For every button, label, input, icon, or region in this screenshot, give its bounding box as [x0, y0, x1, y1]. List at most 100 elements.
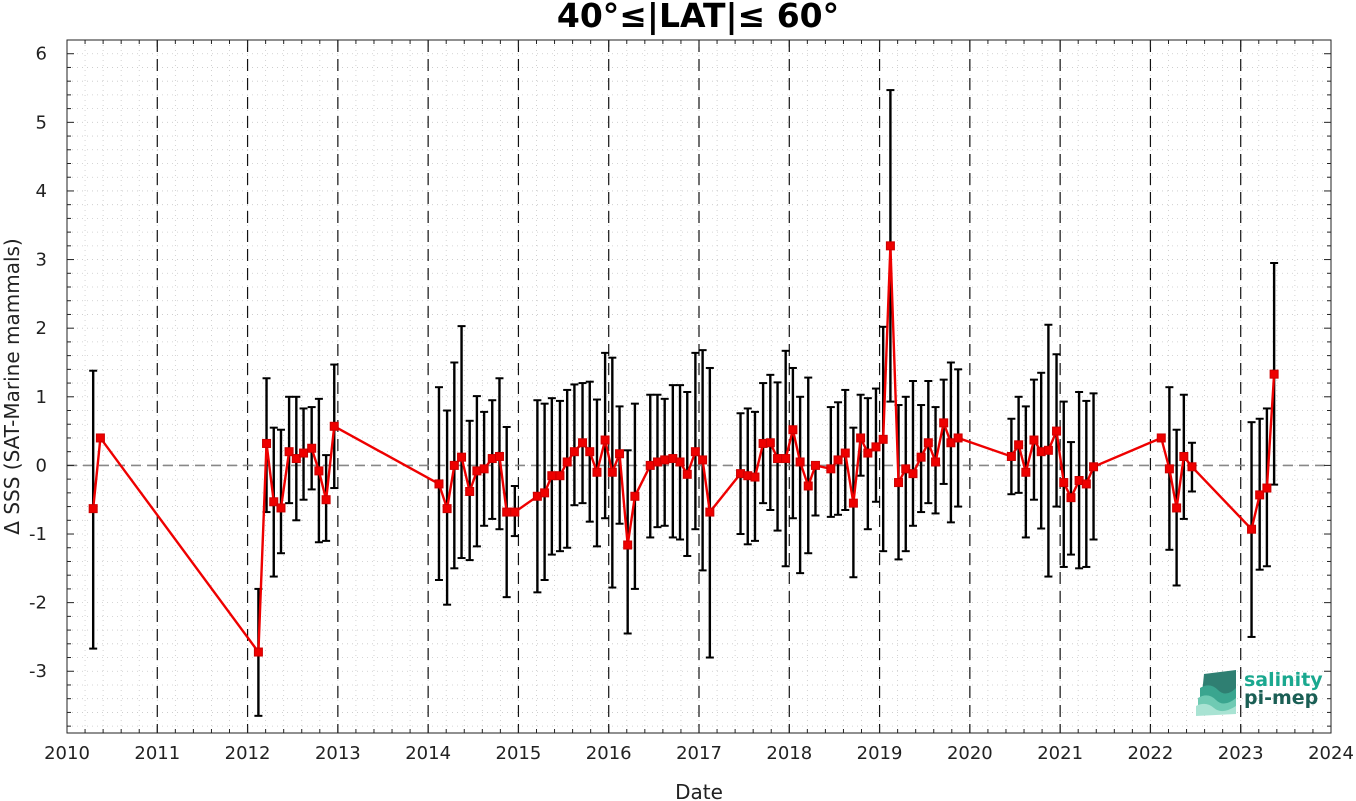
data-point: [95, 433, 105, 443]
x-tick-label: 2012: [225, 743, 271, 764]
data-point: [1179, 451, 1189, 461]
data-point: [1043, 445, 1053, 455]
data-point: [750, 472, 760, 482]
data-point: [502, 507, 512, 517]
x-axis-label: Date: [675, 780, 723, 801]
data-point: [901, 464, 911, 474]
data-point: [615, 449, 625, 459]
data-point: [863, 448, 873, 458]
data-point: [885, 241, 895, 251]
data-point: [555, 471, 565, 481]
data-point: [1006, 451, 1016, 461]
data-point: [939, 418, 949, 428]
data-point: [848, 498, 858, 508]
data-point: [623, 540, 633, 550]
data-point: [908, 469, 918, 479]
x-tick-label: 2013: [315, 743, 361, 764]
data-point: [698, 455, 708, 465]
x-tick-label: 2010: [44, 743, 90, 764]
x-tick-label: 2021: [1037, 743, 1083, 764]
data-point: [690, 447, 700, 457]
data-point: [1262, 483, 1272, 493]
tick-labels: 2010 2011 2012 2013 2014 2015 2016 2017 2018 2019…: [29, 44, 1354, 764]
y-tick-label: -3: [29, 661, 47, 682]
data-point: [299, 448, 309, 458]
y-tick-label: -1: [29, 524, 47, 545]
data-point: [923, 438, 933, 448]
data-point: [1156, 433, 1166, 443]
data-point: [449, 460, 459, 470]
x-tick-label: 2014: [405, 743, 451, 764]
data-point: [826, 464, 836, 474]
x-tick-label: 2016: [586, 743, 632, 764]
data-point: [585, 447, 595, 457]
salinity-pimep-logo: salinity pi-mep: [1196, 668, 1336, 716]
data-point: [1029, 435, 1039, 445]
data-point: [592, 467, 602, 477]
data-point: [329, 421, 339, 431]
data-point: [953, 433, 963, 443]
y-tick-label: 2: [36, 318, 47, 339]
series-markers: [88, 241, 1279, 657]
data-point: [284, 447, 294, 457]
data-point: [803, 481, 813, 491]
x-tick-label: 2022: [1128, 743, 1174, 764]
data-point: [1247, 524, 1257, 534]
data-point: [878, 434, 888, 444]
data-point: [946, 438, 956, 448]
data-point: [1052, 426, 1062, 436]
data-point: [856, 433, 866, 443]
data-point: [465, 486, 475, 496]
data-point: [314, 466, 324, 476]
data-point: [871, 442, 881, 452]
data-point: [1021, 467, 1031, 477]
year-boundary-lines: [156, 40, 1242, 733]
data-point: [547, 471, 557, 481]
data-point: [1172, 503, 1182, 513]
x-tick-label: 2024: [1308, 743, 1354, 764]
data-point: [262, 438, 272, 448]
x-tick-label: 2011: [134, 743, 180, 764]
data-point: [88, 504, 98, 514]
chart-title: 40°≤|LAT|≤ 60°: [556, 0, 840, 35]
data-point: [578, 438, 588, 448]
y-tick-label: -2: [29, 593, 47, 614]
data-point: [795, 457, 805, 467]
data-point: [833, 455, 843, 465]
x-tick-label: 2020: [947, 743, 993, 764]
data-point: [840, 448, 850, 458]
data-point: [1014, 440, 1024, 450]
x-tick-label: 2019: [857, 743, 903, 764]
data-point: [1187, 462, 1197, 472]
data-point: [479, 464, 489, 474]
data-point: [773, 454, 783, 464]
series-line: [91, 245, 1276, 656]
data-point: [269, 497, 279, 507]
data-point: [1164, 464, 1174, 474]
data-point: [705, 507, 715, 517]
data-point: [1059, 478, 1069, 488]
data-point: [291, 454, 301, 464]
data-point: [1089, 462, 1099, 472]
data-point: [810, 460, 820, 470]
data-point: [457, 452, 467, 462]
data-point: [916, 452, 926, 462]
data-point: [540, 488, 550, 498]
y-tick-label: 1: [36, 387, 47, 408]
data-point: [600, 435, 610, 445]
x-tick-label: 2015: [496, 743, 542, 764]
data-point: [660, 455, 670, 465]
data-point: [1081, 479, 1091, 489]
data-point: [276, 503, 286, 513]
x-tick-label: 2023: [1218, 743, 1264, 764]
data-point: [510, 507, 520, 517]
data-point: [569, 447, 579, 457]
error-bars: [89, 89, 1279, 717]
data-point: [931, 457, 941, 467]
logo-text-pimep: pi-mep: [1244, 687, 1319, 709]
y-tick-label: 6: [36, 44, 47, 65]
data-point: [630, 491, 640, 501]
data-point: [562, 457, 572, 467]
x-tick-label: 2017: [676, 743, 722, 764]
